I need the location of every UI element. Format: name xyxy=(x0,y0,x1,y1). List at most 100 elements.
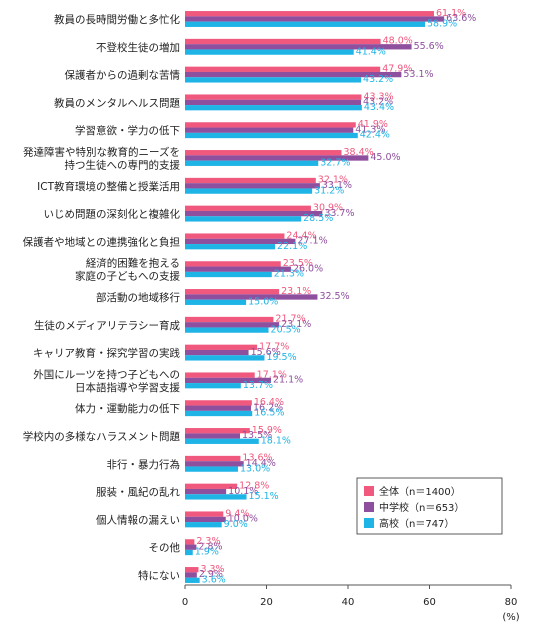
bar xyxy=(185,377,271,384)
category-label: 教員のメンタルヘルス問題 xyxy=(54,96,180,109)
data-label: 32.7% xyxy=(320,157,350,168)
data-label: 38.4% xyxy=(343,147,373,158)
data-label: 21.3% xyxy=(274,269,304,280)
bar xyxy=(185,11,434,17)
data-label: 33.1% xyxy=(322,180,352,191)
data-label: 61.1% xyxy=(436,8,466,19)
x-tick-label: 20 xyxy=(260,597,273,608)
data-label: 41.9% xyxy=(358,119,388,130)
plot-area: 61.1%63.6%58.9% 48.0% 55.6% 41.4% 47.9%53.1%… xyxy=(185,8,476,585)
category-label: 保護者や地域との連携強化と負担 xyxy=(23,235,180,248)
data-label: 9.4% xyxy=(225,508,249,519)
data-label: 48.0% xyxy=(383,36,413,47)
bar xyxy=(185,494,247,500)
data-label: 32.5% xyxy=(319,291,349,302)
bar xyxy=(185,16,445,22)
bar xyxy=(185,289,280,295)
category-label: 経済的困難を抱える家庭の子どもへの支援 xyxy=(75,257,180,283)
data-label: 41.3% xyxy=(355,124,385,135)
data-label: 3.6% xyxy=(202,574,226,585)
bar xyxy=(185,122,356,128)
bar xyxy=(185,105,362,111)
data-label: 2.9% xyxy=(199,569,223,580)
data-label: 18.1% xyxy=(261,435,291,446)
legend-label: 高校（n＝747） xyxy=(379,517,454,530)
legend: 全体（n＝1400） 中学校（n＝653） 高校（n＝747） xyxy=(356,477,503,535)
category-label: キャリア教育・探究学習の実践 xyxy=(33,347,180,360)
category-label: いじめ問題の深刻化と複雑化 xyxy=(44,208,181,221)
bar xyxy=(185,271,272,278)
bar xyxy=(185,21,426,27)
data-label: 43.2% xyxy=(363,97,393,108)
bar xyxy=(185,210,323,217)
bar xyxy=(185,567,199,573)
data-label: 17.7% xyxy=(259,341,289,352)
bar xyxy=(185,127,354,133)
bar xyxy=(185,483,238,489)
data-label: 14.4% xyxy=(246,458,276,469)
bar xyxy=(185,150,342,156)
legend-label: 全体（n＝1400） xyxy=(379,485,461,498)
data-label: 15.9% xyxy=(252,425,282,436)
data-label: 2.8% xyxy=(198,541,222,552)
data-label: 13.0% xyxy=(240,463,270,474)
bar xyxy=(185,266,291,272)
data-label: 43.2% xyxy=(363,74,393,85)
bar xyxy=(185,177,316,184)
data-label: 23.1% xyxy=(281,286,311,297)
bar xyxy=(185,466,238,472)
bar xyxy=(185,372,255,378)
category-label: 部活動の地域移行 xyxy=(96,291,180,304)
bar xyxy=(185,294,318,300)
legend-swatch xyxy=(364,518,374,528)
bar xyxy=(185,549,193,556)
data-label: 58.9% xyxy=(427,18,457,29)
category-label: 保護者からの過剰な苦情 xyxy=(65,69,181,82)
bar xyxy=(185,544,197,550)
data-label: 21.1% xyxy=(273,375,303,386)
data-label: 15.1% xyxy=(249,491,279,502)
bar xyxy=(185,183,320,189)
bar xyxy=(185,349,249,356)
category-label: 教員の長時間労働と多忙化 xyxy=(54,13,180,26)
bar xyxy=(185,216,302,222)
bar xyxy=(185,155,369,161)
bar xyxy=(185,355,265,361)
category-label: 外国にルーツを持つ子どもへの日本語指導や学習支援 xyxy=(33,368,180,394)
category-label: その他 xyxy=(149,541,181,554)
data-label: 17.1% xyxy=(257,369,287,380)
bar xyxy=(185,94,362,100)
data-label: 42.4% xyxy=(360,130,390,141)
category-label: 発達障害や特別な教育的ニーズを持つ生徒への専門的支援 xyxy=(23,146,180,172)
data-label: 23.5% xyxy=(283,258,313,269)
data-label: 27.1% xyxy=(297,236,327,247)
data-label: 53.1% xyxy=(403,69,433,80)
bar xyxy=(185,188,313,194)
bar xyxy=(185,572,197,578)
bar xyxy=(185,261,281,267)
data-label: 47.9% xyxy=(382,63,412,74)
data-label: 43.4% xyxy=(364,102,394,113)
data-label: 9.0% xyxy=(224,519,248,530)
data-label: 19.5% xyxy=(266,352,296,363)
data-label: 20.5% xyxy=(271,324,301,335)
data-label: 3.3% xyxy=(200,564,224,575)
data-label: 24.4% xyxy=(286,230,316,241)
legend-swatch xyxy=(364,502,374,512)
data-label: 15.0% xyxy=(248,296,278,307)
legend-box xyxy=(356,477,503,535)
bar xyxy=(185,99,362,106)
bar xyxy=(185,71,402,78)
bar xyxy=(185,233,285,239)
bar xyxy=(185,539,195,545)
bar xyxy=(185,461,244,467)
data-label: 33.7% xyxy=(324,208,354,219)
bar xyxy=(185,77,362,83)
data-label: 21.7% xyxy=(275,314,305,325)
data-label: 15.6% xyxy=(251,347,281,358)
category-label: 個人情報の漏えい xyxy=(96,513,180,526)
data-label: 23.1% xyxy=(281,319,311,330)
bar xyxy=(185,160,319,166)
bar xyxy=(185,511,224,517)
